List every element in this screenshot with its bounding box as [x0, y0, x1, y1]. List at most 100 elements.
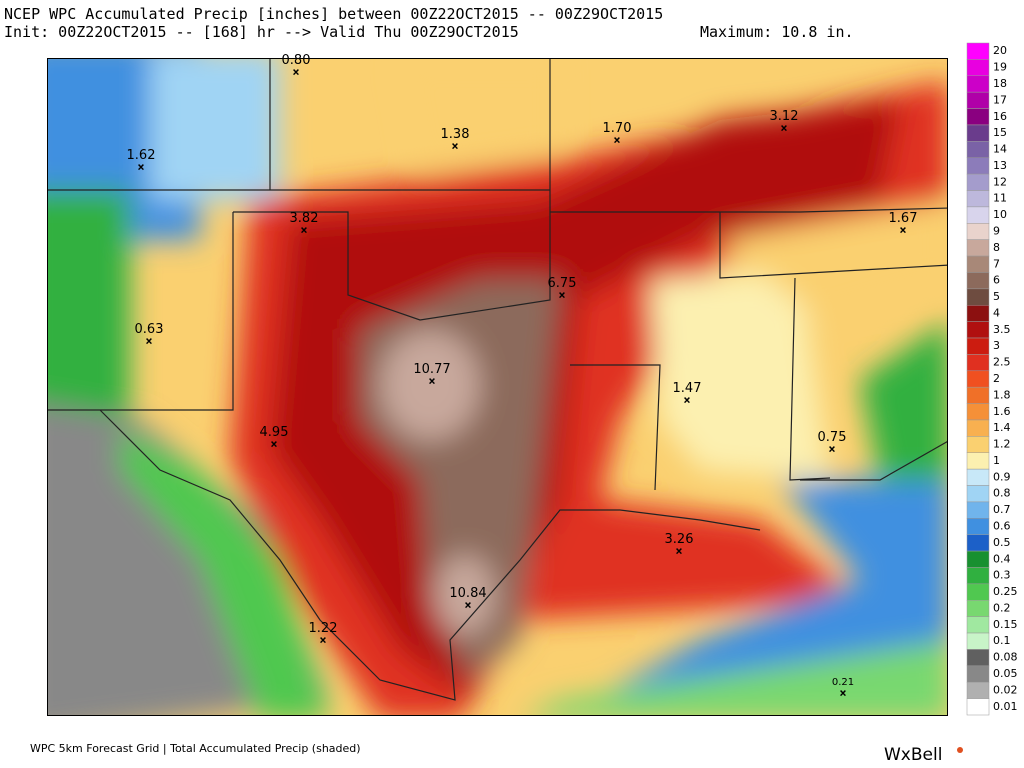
- point-label: 10.84: [449, 586, 486, 601]
- point-marker: ×: [899, 223, 906, 237]
- legend-swatch: [966, 288, 990, 306]
- legend-label: 0.05: [993, 667, 1018, 680]
- point-label: 1.67: [889, 211, 918, 226]
- legend-label: 0.2: [993, 601, 1011, 614]
- legend-label: 0.3: [993, 569, 1011, 582]
- legend-swatch: [966, 239, 990, 257]
- legend-label: 14: [993, 143, 1007, 156]
- legend-swatch: [966, 419, 990, 437]
- legend-label: 0.7: [993, 503, 1011, 516]
- legend-swatch: [966, 600, 990, 617]
- legend-label: 13: [993, 159, 1007, 172]
- legend: 20 19 18 17 16 15 14 13 12 11 10 9 8 7 6 5 4 3.5 3 2.5 2 1.8 1…: [966, 42, 1018, 716]
- point-label: 10.77: [413, 362, 450, 377]
- legend-swatch: [966, 681, 990, 699]
- point-label: 6.75: [548, 276, 577, 291]
- map-points: ×0.80×1.62×1.38 ×1.70 ×3.12×3.82×6.75×1.67…: [127, 53, 918, 700]
- legend-label: 0.02: [993, 683, 1018, 696]
- legend-label: 5: [993, 290, 1000, 303]
- legend-swatch: [966, 337, 990, 355]
- legend-swatch: [966, 91, 990, 109]
- legend-label: 17: [993, 93, 1007, 106]
- legend-label: 0.08: [993, 651, 1018, 664]
- legend-label: 8: [993, 241, 1000, 254]
- legend-swatch: [966, 403, 990, 421]
- legend-swatch: [966, 354, 990, 372]
- legend-swatch: [966, 485, 990, 503]
- point-label: 0.21: [832, 677, 854, 688]
- legend-swatch: [966, 321, 990, 339]
- point-label: 0.80: [282, 53, 311, 68]
- point-label: 3.26: [665, 532, 694, 547]
- legend-swatch: [966, 665, 990, 683]
- legend-label: 0.4: [993, 552, 1011, 565]
- legend-swatch: [966, 223, 990, 240]
- legend-swatch: [966, 583, 990, 601]
- legend-label: 1: [993, 454, 1000, 467]
- legend-label: 0.5: [993, 536, 1011, 549]
- point-marker: ×: [613, 133, 620, 147]
- title: NCEP WPC Accumulated Precip [inches] bet…: [4, 5, 663, 23]
- legend-label: 0.25: [993, 585, 1018, 598]
- point-label: 1.70: [603, 121, 632, 136]
- point-marker: ×: [292, 65, 299, 79]
- legend-label: 4: [993, 306, 1000, 319]
- point-label: 3.82: [290, 211, 319, 226]
- point-label: 0.63: [135, 322, 164, 337]
- legend-label: 1.4: [993, 421, 1011, 434]
- legend-swatch: [966, 206, 990, 224]
- legend-label: 0.1: [993, 634, 1011, 647]
- legend-label: 16: [993, 110, 1007, 123]
- legend-swatch: [966, 141, 990, 158]
- point-marker: ×: [300, 223, 307, 237]
- point-marker: ×: [675, 544, 682, 558]
- legend-label: 3: [993, 339, 1000, 352]
- legend-swatch: [966, 632, 990, 650]
- legend-swatch: [966, 649, 990, 667]
- legend-swatch: [966, 173, 990, 191]
- legend-swatch: [966, 190, 990, 208]
- legend-swatch: [966, 518, 990, 535]
- point-marker: ×: [464, 598, 471, 612]
- brand: WxBell: [884, 745, 942, 765]
- legend-swatch: [966, 304, 990, 322]
- point-label: 1.22: [309, 621, 338, 636]
- brand-dot: [957, 747, 963, 753]
- point-marker: ×: [839, 686, 846, 700]
- legend-swatch: [966, 108, 990, 126]
- legend-swatch: [966, 124, 990, 142]
- legend-label: 9: [993, 224, 1000, 237]
- maximum: Maximum: 10.8 in.: [700, 23, 854, 41]
- legend-swatch: [966, 501, 990, 519]
- point-marker: ×: [270, 437, 277, 451]
- legend-label: 12: [993, 175, 1007, 188]
- legend-swatch: [966, 157, 990, 175]
- legend-label: 6: [993, 274, 1000, 287]
- legend-swatch: [966, 452, 990, 470]
- point-marker: ×: [451, 139, 458, 153]
- footer-note: WPC 5km Forecast Grid | Total Accumulate…: [30, 742, 361, 755]
- legend-swatch: [966, 534, 990, 552]
- legend-swatch: [966, 59, 990, 77]
- legend-label: 2.5: [993, 356, 1011, 369]
- legend-swatch: [966, 550, 990, 568]
- legend-label: 20: [993, 44, 1007, 57]
- legend-swatch: [966, 468, 990, 486]
- legend-label: 11: [993, 192, 1007, 205]
- point-label: 3.12: [770, 109, 799, 124]
- point-marker: ×: [558, 288, 565, 302]
- point-marker: ×: [683, 393, 690, 407]
- legend-swatch: [966, 698, 990, 716]
- legend-swatch: [966, 436, 990, 454]
- legend-swatch: [966, 272, 990, 290]
- legend-label: 1.2: [993, 438, 1011, 451]
- map: [47, 58, 948, 716]
- point-marker: ×: [828, 442, 835, 456]
- legend-label: 0.15: [993, 618, 1018, 631]
- point-label: 4.95: [260, 425, 289, 440]
- legend-label: 0.6: [993, 520, 1011, 533]
- legend-label: 1.8: [993, 388, 1011, 401]
- legend-label: 19: [993, 61, 1007, 74]
- point-marker: ×: [428, 374, 435, 388]
